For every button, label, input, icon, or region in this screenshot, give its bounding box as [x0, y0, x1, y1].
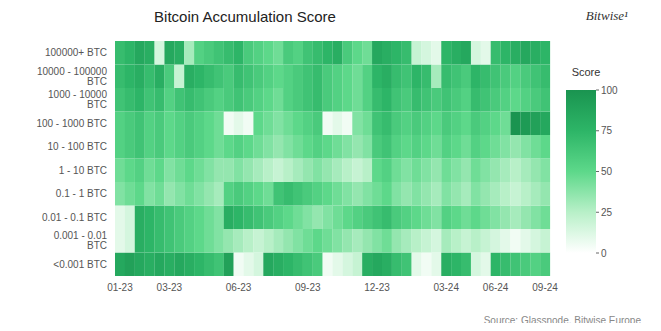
svg-text:10 - 100 BTC: 10 - 100 BTC — [48, 141, 107, 152]
svg-text:1000 - 10000BTC: 1000 - 10000BTC — [48, 89, 107, 110]
svg-text:75: 75 — [601, 125, 613, 136]
svg-text:10000 - 100000BTC: 10000 - 100000BTC — [37, 66, 108, 87]
svg-text:0.1 - 1 BTC: 0.1 - 1 BTC — [56, 188, 107, 199]
svg-text:06-23: 06-23 — [226, 282, 252, 293]
svg-text:100: 100 — [601, 85, 618, 96]
svg-text:12-23: 12-23 — [364, 282, 390, 293]
svg-text:0: 0 — [601, 248, 607, 259]
svg-text:1 - 10 BTC: 1 - 10 BTC — [59, 165, 107, 176]
svg-text:0.001 - 0.01BTC: 0.001 - 0.01BTC — [54, 230, 108, 251]
svg-text:09-23: 09-23 — [295, 282, 321, 293]
svg-text:09-24: 09-24 — [532, 282, 558, 293]
html-text:Bitcoin Accumulation Score: Bitcoin Accumulation Score — [154, 8, 336, 25]
html-text:Bitwise¹: Bitwise¹ — [585, 8, 628, 23]
html-text:Score: Score — [571, 66, 601, 78]
svg-text:03-23: 03-23 — [157, 282, 183, 293]
svg-text:50: 50 — [601, 166, 613, 177]
svg-text:100000+ BTC: 100000+ BTC — [45, 47, 107, 58]
svg-text:0.01 - 0.1 BTC: 0.01 - 0.1 BTC — [42, 212, 107, 223]
svg-text:03-24: 03-24 — [433, 282, 459, 293]
svg-text:100 - 1000 BTC: 100 - 1000 BTC — [36, 118, 107, 129]
svg-text:25: 25 — [601, 207, 613, 218]
svg-text:01-23: 01-23 — [107, 282, 133, 293]
svg-text:<0.001 BTC: <0.001 BTC — [53, 259, 107, 270]
svg-text:06-24: 06-24 — [483, 282, 509, 293]
html-text:Source: Glassnode, Bitwise Eur: Source: Glassnode, Bitwise Europe — [483, 315, 641, 326]
